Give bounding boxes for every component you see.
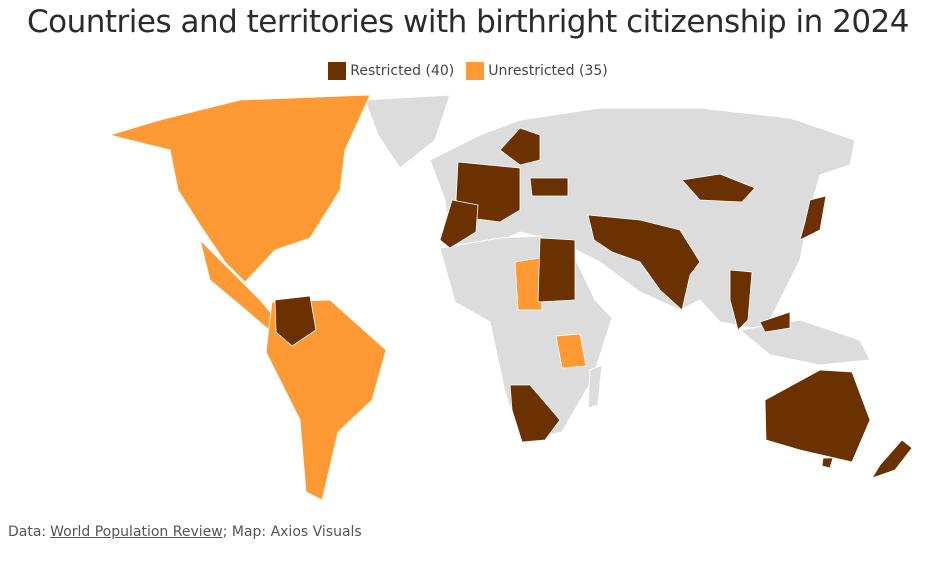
legend-item: Unrestricted (35)	[466, 62, 608, 80]
tasmania	[821, 457, 834, 469]
southern-africa	[509, 384, 561, 443]
chad	[514, 257, 543, 311]
malaysia	[759, 311, 791, 333]
legend: Restricted (40) Unrestricted (35)	[0, 62, 936, 80]
japan	[799, 195, 827, 241]
ukraine	[529, 177, 569, 197]
title: Countries and territories with birthrigh…	[26, 4, 910, 40]
legend-label: Restricted (40)	[350, 63, 455, 79]
legend-swatch	[328, 62, 347, 80]
legend-swatch	[466, 62, 485, 80]
legend-item: Restricted (40)	[328, 62, 454, 80]
southeast-asia	[729, 269, 753, 331]
greenland	[364, 94, 451, 169]
legend-label: Unrestricted (35)	[488, 63, 608, 79]
world-map	[108, 94, 913, 501]
colombia	[274, 295, 317, 347]
north-america	[108, 94, 371, 283]
tanzania	[555, 333, 587, 369]
source-prefix: Data:	[8, 524, 47, 540]
madagascar	[587, 364, 603, 409]
sudan	[537, 237, 576, 303]
south-america	[265, 299, 387, 501]
iberia-morocco	[439, 199, 479, 249]
indonesia	[738, 319, 871, 366]
mongolia	[681, 173, 756, 203]
new-zealand	[871, 439, 913, 479]
australia	[764, 369, 871, 463]
source: Data: World Population Review; Map: Axios…	[8, 524, 362, 540]
south-asia	[587, 214, 701, 311]
source-link[interactable]: World Population Review	[50, 524, 223, 540]
scandinavia	[499, 127, 541, 166]
source-suffix: ; Map: Axios Visuals	[222, 524, 362, 540]
